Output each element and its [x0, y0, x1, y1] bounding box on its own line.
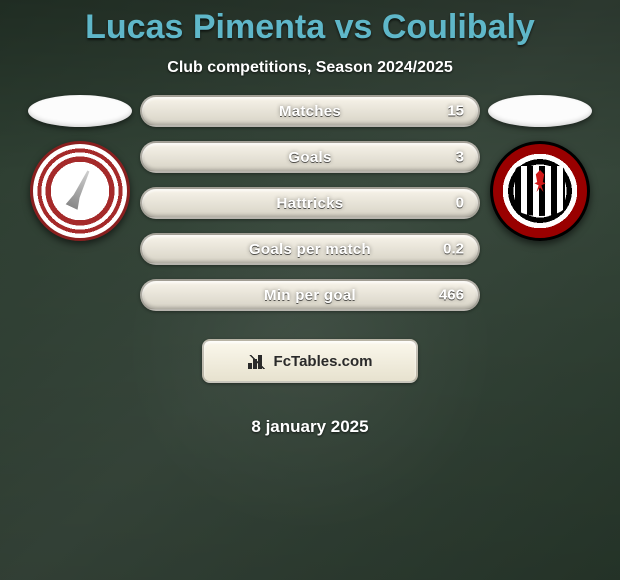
stat-bar-goals: Goals 3 — [140, 141, 480, 173]
stat-label: Matches — [279, 103, 341, 120]
watermark-text: FcTables.com — [274, 353, 373, 370]
comparison-infographic: Lucas Pimenta vs Coulibaly Club competit… — [0, 0, 620, 580]
stat-right-value: 466 — [439, 287, 464, 304]
stat-bar-goals-per-match: Goals per match 0.2 — [140, 233, 480, 265]
stat-label: Min per goal — [264, 287, 356, 304]
left-value-ellipse — [28, 95, 132, 127]
page-title: Lucas Pimenta vs Coulibaly — [0, 0, 620, 47]
right-club-badge-icon — [490, 141, 590, 241]
page-subtitle: Club competitions, Season 2024/2025 — [0, 59, 620, 77]
stat-label: Goals — [288, 149, 331, 166]
content-row: Matches 15 Goals 3 Hattricks 0 Goals per… — [0, 95, 620, 437]
stat-bar-matches: Matches 15 — [140, 95, 480, 127]
right-club-badge-inner-icon — [515, 166, 565, 216]
stat-right-value: 0 — [456, 195, 464, 212]
stat-right-value: 0.2 — [443, 241, 464, 258]
left-player-column — [20, 95, 140, 241]
right-player-column — [480, 95, 600, 241]
stat-right-value: 3 — [456, 149, 464, 166]
stat-label: Goals per match — [249, 241, 371, 258]
stat-bar-min-per-goal: Min per goal 466 — [140, 279, 480, 311]
left-club-badge-icon — [30, 141, 130, 241]
date-label: 8 january 2025 — [251, 417, 368, 437]
stat-bar-hattricks: Hattricks 0 — [140, 187, 480, 219]
stat-bars: Matches 15 Goals 3 Hattricks 0 Goals per… — [140, 95, 480, 437]
barchart-icon — [248, 353, 268, 369]
stat-label: Hattricks — [277, 195, 344, 212]
stat-right-value: 15 — [447, 103, 464, 120]
right-value-ellipse — [488, 95, 592, 127]
watermark-badge: FcTables.com — [202, 339, 418, 383]
